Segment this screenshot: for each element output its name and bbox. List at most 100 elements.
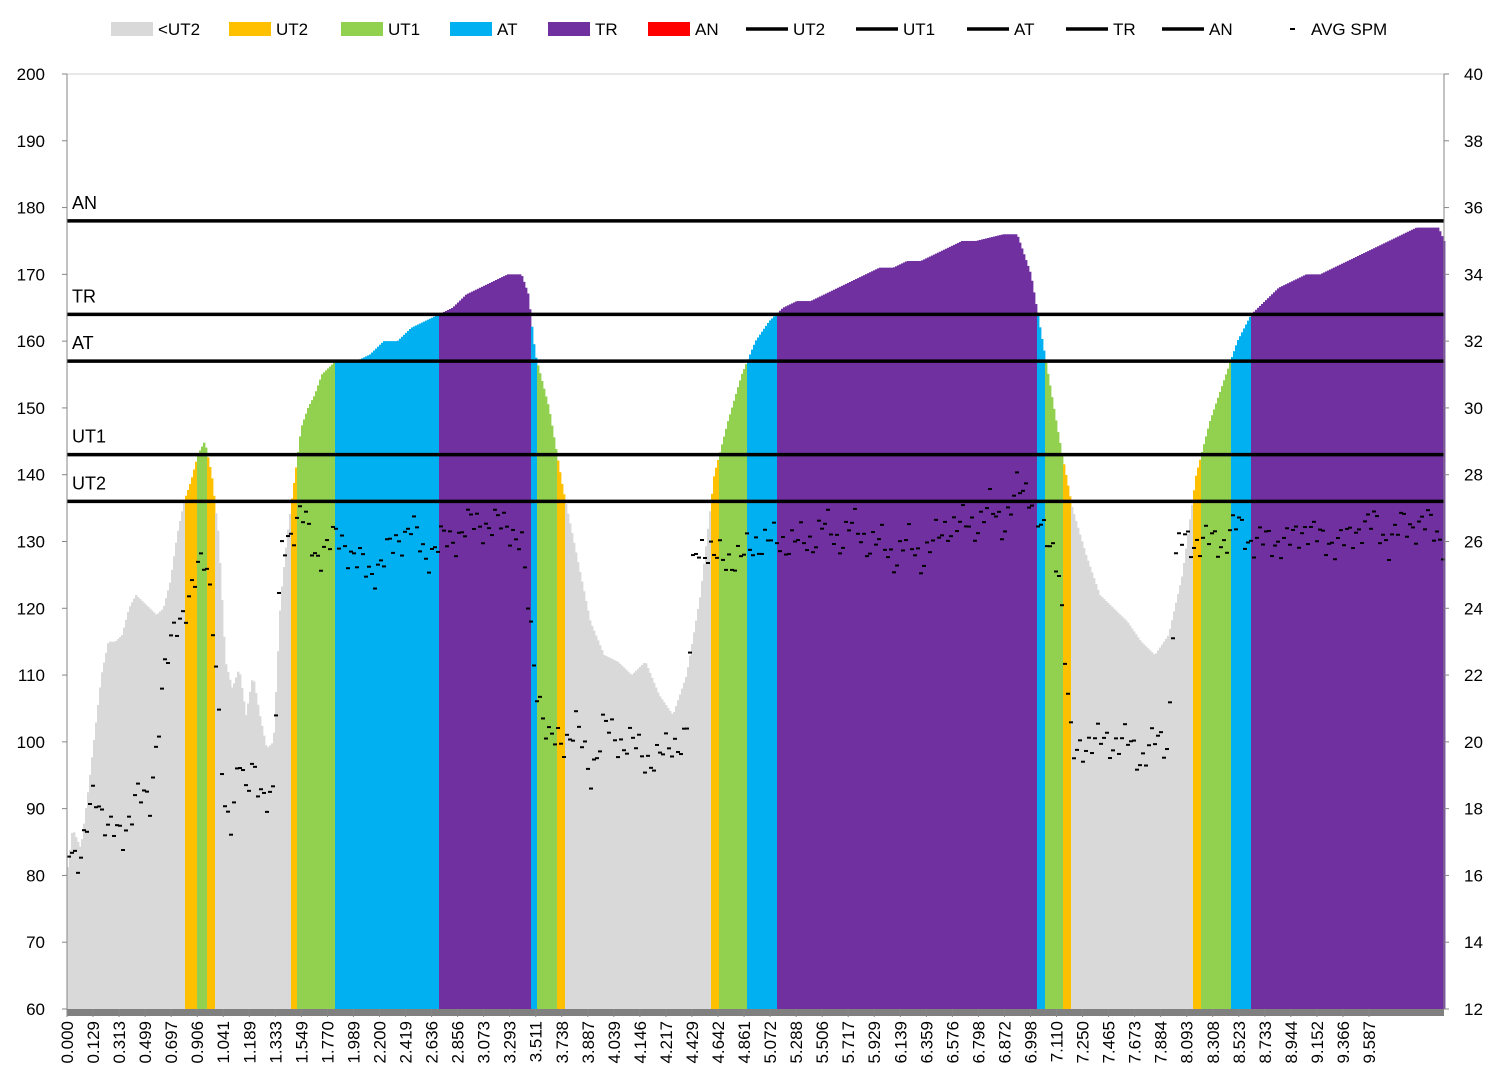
hr-zone-bar: [1219, 391, 1222, 1009]
legend-item-ut2: UT2: [229, 20, 308, 39]
x-axis: 0.000 0.129 0.313 0.499 0.697 0.906 1.041 1.189…: [58, 1009, 1379, 1064]
hr-zone-bar: [1377, 246, 1380, 1009]
hr-zone-bar: [1243, 328, 1246, 1009]
legend-label: <UT2: [158, 20, 200, 39]
hr-zone-bar: [503, 276, 506, 1010]
hr-zone-bar: [1399, 235, 1402, 1009]
hr-zone-bar: [691, 643, 694, 1009]
hr-zone-bar: [757, 337, 760, 1010]
hr-zone-bar: [929, 256, 932, 1010]
hr-zone-bar: [1187, 533, 1190, 1009]
hr-zone-bar: [127, 612, 130, 1009]
hr-zone-bar: [591, 625, 594, 1009]
hr-zone-bar: [1351, 258, 1354, 1009]
hr-zone-bar: [423, 321, 426, 1010]
hr-zone-bar: [327, 368, 330, 1009]
x-tick-label: 9.366: [1334, 1021, 1353, 1064]
hr-zone-bar: [893, 267, 896, 1010]
hr-zone-bar: [505, 275, 508, 1009]
hr-zone-bar: [217, 530, 220, 1009]
hr-zone-bar: [477, 288, 480, 1010]
hr-zone-bar: [697, 609, 700, 1009]
hr-zone-bar: [557, 460, 560, 1009]
hr-zone-bar: [367, 355, 370, 1009]
avg-spm-series: [67, 471, 1445, 874]
hr-zone-bar: [299, 436, 302, 1009]
hr-zone-bar: [545, 396, 548, 1009]
hr-zone-bar: [1385, 242, 1388, 1010]
hr-zone-bar: [1127, 622, 1130, 1009]
hr-zone-bar: [1077, 527, 1080, 1009]
hr-zone-bar: [501, 277, 504, 1009]
hr-zone-bar: [759, 334, 762, 1010]
hr-zone-bar: [1233, 351, 1236, 1010]
hr-zone-bar: [387, 341, 390, 1010]
hr-zone-bar: [913, 261, 916, 1009]
hr-zone-bar: [339, 361, 342, 1009]
hr-zone-bar: [301, 425, 304, 1009]
hr-zone-bar: [849, 281, 852, 1009]
hr-zone-bar: [803, 301, 806, 1010]
hr-zone-bar: [1039, 327, 1042, 1010]
hr-zone-bar: [107, 643, 110, 1009]
hr-zone-bar: [795, 301, 798, 1009]
y-tick-label: 130: [17, 533, 45, 552]
hr-zone-bar: [1057, 432, 1060, 1009]
legend-item-ut2: UT2: [746, 20, 825, 39]
hr-zone-bar: [1407, 231, 1410, 1009]
hr-zone-bar: [945, 248, 948, 1010]
hr-zone-bar: [859, 277, 862, 1009]
hr-zone-bar: [1357, 255, 1360, 1009]
hr-zone-bar: [991, 237, 994, 1010]
hr-zone-bar: [1359, 254, 1362, 1010]
hr-zone-bar: [1161, 644, 1164, 1009]
hr-zone-bar: [1007, 234, 1010, 1010]
hr-zone-bar: [101, 672, 104, 1009]
hr-zone-bar: [1207, 428, 1210, 1009]
hr-zone-bar: [215, 513, 218, 1009]
y2-tick-label: 38: [1464, 132, 1483, 151]
hr-zone-bar: [133, 598, 136, 1009]
hr-zone-bar: [195, 461, 198, 1009]
hr-zone-bar: [1019, 242, 1022, 1009]
hr-zone-bar: [1255, 309, 1258, 1010]
hr-zone-bar: [1267, 298, 1270, 1009]
x-axis-baseline: [67, 1009, 1444, 1016]
x-tick-label: 4.642: [709, 1021, 728, 1064]
hr-zone-bar: [1107, 602, 1110, 1009]
hr-zone-bar: [83, 823, 86, 1009]
hr-zone-bar: [403, 334, 406, 1009]
hr-zone-bar: [1327, 270, 1330, 1010]
hr-zone-bar: [891, 267, 894, 1009]
hr-zone-bar: [1429, 227, 1432, 1009]
hr-zone-bar: [151, 610, 154, 1009]
hr-zone-bar: [1379, 245, 1382, 1010]
hr-zone-bar: [415, 325, 418, 1009]
hr-zone-bar: [633, 672, 636, 1009]
legend-item-ut1: UT1: [856, 20, 935, 39]
hr-zone-bar: [1329, 269, 1332, 1009]
hr-zone-bar: [535, 357, 538, 1010]
x-tick-label: 0.906: [188, 1021, 207, 1064]
hr-zone-bar: [533, 344, 536, 1009]
hr-zone-bar: [979, 239, 982, 1009]
hr-zone-bar: [895, 266, 898, 1009]
hr-zone-bar: [73, 832, 76, 1009]
legend-item--ut2: <UT2: [111, 20, 200, 39]
hr-zone-bar: [619, 663, 622, 1009]
hr-zone-bar: [1203, 444, 1206, 1009]
hr-zone-bar: [273, 732, 276, 1009]
hr-zone-bar: [723, 436, 726, 1010]
hr-zone-bar: [647, 668, 650, 1009]
hr-zone-bar: [365, 356, 368, 1009]
hr-zone-bar: [251, 680, 254, 1009]
hr-zone-bar: [873, 270, 876, 1010]
hr-zone-bar: [605, 655, 608, 1009]
hr-zone-bar: [669, 710, 672, 1009]
hr-zone-bar: [165, 598, 168, 1009]
hr-zone-bar: [905, 261, 908, 1009]
hr-zone-bar: [767, 322, 770, 1009]
hr-zone-bar: [305, 413, 308, 1010]
hr-zone-bar: [1041, 338, 1044, 1009]
hr-zone-bar: [1085, 554, 1088, 1009]
